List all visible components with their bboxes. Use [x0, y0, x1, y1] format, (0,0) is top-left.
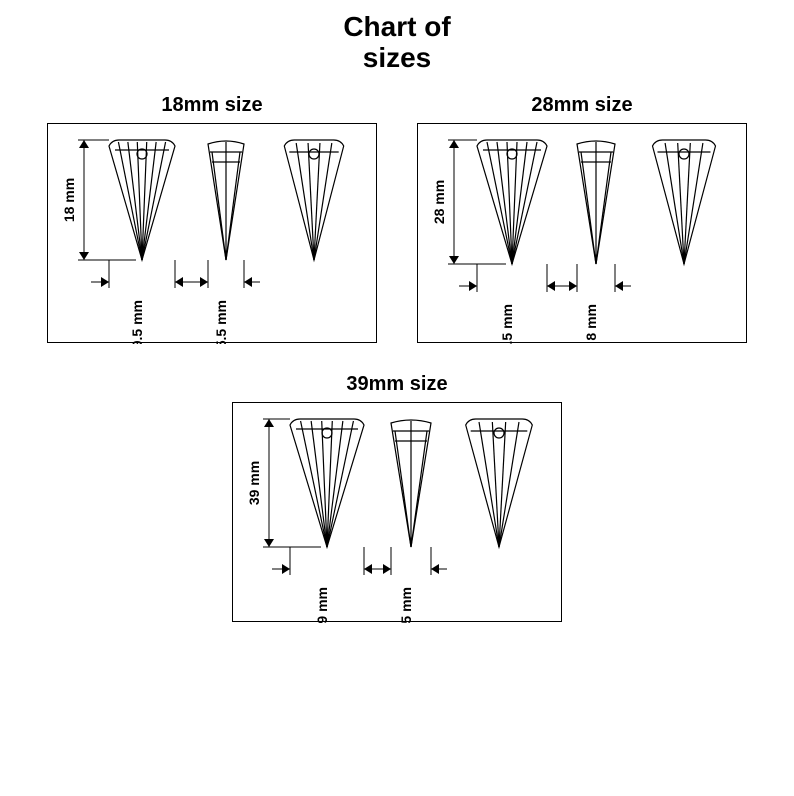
svg-text:14.5 mm: 14.5 mm [499, 304, 515, 344]
panels-container: 18mm size 18 mm 9.5 mm 5.5 mm 28mm size 28 mm… [0, 74, 794, 622]
svg-text:19 mm: 19 mm [314, 587, 330, 623]
panel-diagram-box: 18 mm 9.5 mm 5.5 mm [47, 123, 377, 343]
panel-title: 39mm size [346, 373, 447, 396]
panel-diagram-box: 39 mm 19 mm 10.5 mm [232, 402, 562, 622]
svg-text:9.5 mm: 9.5 mm [129, 300, 145, 344]
size-panel-p39: 39mm size 39 mm 19 mm 10.5 mm [232, 373, 562, 622]
svg-text:8 mm: 8 mm [583, 304, 599, 341]
size-panel-p18: 18mm size 18 mm 9.5 mm 5.5 mm [47, 94, 377, 343]
svg-text:18 mm: 18 mm [61, 177, 77, 221]
svg-text:39 mm: 39 mm [246, 460, 262, 504]
panel-title: 18mm size [161, 94, 262, 117]
size-panel-p28: 28mm size 28 mm 14.5 mm 8 mm [417, 94, 747, 343]
title-line-2: sizes [363, 42, 432, 73]
title-line-1: Chart of [343, 11, 450, 42]
panel-diagram-box: 28 mm 14.5 mm 8 mm [417, 123, 747, 343]
page-title: Chart of sizes [0, 0, 794, 74]
panel-title: 28mm size [531, 94, 632, 117]
svg-text:28 mm: 28 mm [431, 179, 447, 223]
svg-text:5.5 mm: 5.5 mm [213, 300, 229, 344]
svg-text:10.5 mm: 10.5 mm [398, 587, 414, 623]
